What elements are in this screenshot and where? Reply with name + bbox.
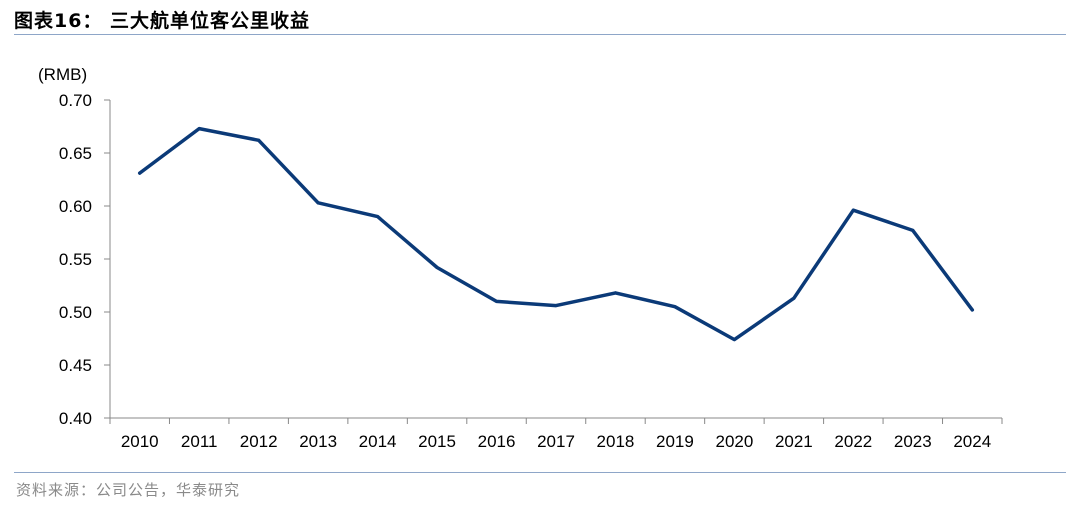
title-rule — [14, 34, 1066, 35]
x-tick-label: 2022 — [834, 432, 872, 451]
data-point — [851, 208, 855, 212]
data-point — [257, 138, 261, 142]
x-axis: 2010 2011 2012 2013 2014 2015 2016 2017 2018 2019… — [109, 417, 1003, 451]
y-axis-unit-label: (RMB) — [38, 65, 87, 84]
y-tick-label: 0.45 — [59, 356, 92, 375]
series-group — [137, 126, 975, 342]
footer-rule — [14, 472, 1066, 473]
x-tick-label: 2015 — [418, 432, 456, 451]
data-point — [376, 215, 380, 219]
data-point — [554, 304, 558, 308]
x-tick-label: 2014 — [359, 432, 397, 451]
x-tick-label: 2010 — [121, 432, 159, 451]
data-point — [316, 201, 320, 205]
y-tick-label: 0.70 — [59, 91, 92, 110]
y-axis: 0.40 0.45 0.50 0.55 0.60 0.65 0.70 — [59, 91, 111, 428]
x-tick-label: 2017 — [537, 432, 575, 451]
x-tick-label: 2013 — [299, 432, 337, 451]
data-point — [197, 127, 201, 131]
data-point — [911, 228, 915, 232]
series-line — [137, 126, 975, 342]
x-tick-label: 2019 — [656, 432, 694, 451]
data-point — [138, 171, 142, 175]
x-tick-label: 2024 — [953, 432, 991, 451]
x-tick-label: 2020 — [715, 432, 753, 451]
data-point — [792, 296, 796, 300]
data-point — [435, 265, 439, 269]
source-note: 资料来源：公司公告，华泰研究 — [16, 481, 241, 499]
data-point — [613, 291, 617, 295]
data-point — [732, 338, 736, 342]
y-tick-label: 0.65 — [59, 144, 92, 163]
x-tick-label: 2012 — [240, 432, 278, 451]
x-tick-label: 2018 — [597, 432, 635, 451]
x-tick-label: 2021 — [775, 432, 813, 451]
data-point — [970, 308, 974, 312]
figure-title: 图表16： 三大航单位客公里收益 — [14, 10, 311, 32]
y-tick-label: 0.60 — [59, 197, 92, 216]
x-tick-label: 2023 — [894, 432, 932, 451]
y-tick-label: 0.40 — [59, 409, 92, 428]
y-tick-label: 0.55 — [59, 250, 92, 269]
data-point — [495, 299, 499, 303]
x-tick-label: 2011 — [181, 432, 218, 451]
x-tick-label: 2016 — [478, 432, 516, 451]
data-point — [673, 305, 677, 309]
y-tick-label: 0.50 — [59, 303, 92, 322]
